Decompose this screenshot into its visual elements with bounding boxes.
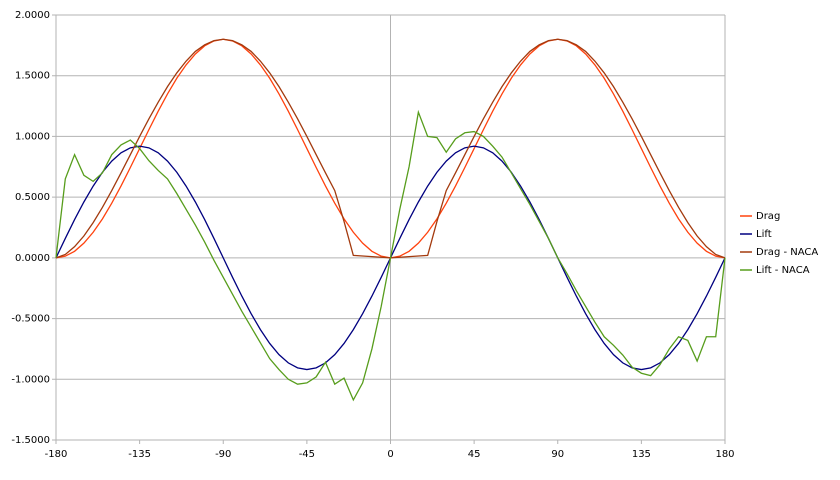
y-tick-label: -1.5000 [11,435,50,446]
legend-label: Lift - NACA [756,265,810,276]
legend-label: Lift [756,229,772,240]
x-tick-label: 90 [551,449,564,460]
y-tick-label: -1.0000 [11,374,50,385]
y-tick-label: -0.5000 [11,314,50,325]
x-tick-label: -90 [215,449,231,460]
x-tick-label: -135 [128,449,151,460]
y-tick-label: 2.0000 [15,10,50,21]
x-tick-label: -180 [45,449,68,460]
x-tick-label: 0 [387,449,393,460]
y-tick-label: 1.5000 [15,71,50,82]
y-tick-label: 1.0000 [15,131,50,142]
y-tick-label: 0.0000 [15,253,50,264]
x-tick-label: 180 [715,449,734,460]
x-tick-label: -45 [299,449,315,460]
y-tick-label: 0.5000 [15,192,50,203]
series-line [55,109,726,402]
x-tick-label: 135 [632,449,651,460]
legend-label: Drag [756,211,780,222]
x-tick-label: 45 [468,449,481,460]
legend-label: Drag - NACA [756,247,818,258]
